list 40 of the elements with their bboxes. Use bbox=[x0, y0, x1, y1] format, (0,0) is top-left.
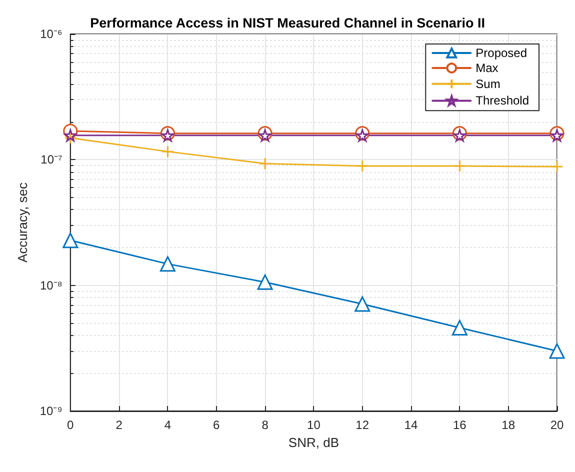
point bbox=[258, 157, 272, 170]
x-tick-label: 10 bbox=[307, 418, 321, 432]
point bbox=[356, 160, 369, 172]
point bbox=[160, 256, 176, 272]
x-tick-label: 2 bbox=[116, 418, 123, 432]
point bbox=[453, 160, 466, 172]
point bbox=[356, 129, 369, 142]
point bbox=[550, 160, 564, 173]
legend-label: Proposed bbox=[476, 46, 528, 60]
x-tick-label: 20 bbox=[550, 418, 564, 432]
point bbox=[453, 129, 466, 142]
point bbox=[452, 320, 468, 336]
legend-label: Sum bbox=[476, 76, 500, 91]
x-tick-label: 18 bbox=[502, 418, 516, 432]
x-axis-title: SNR, dB bbox=[288, 434, 339, 450]
point bbox=[550, 129, 564, 142]
y-axis-title: Accuracy, sec bbox=[15, 182, 30, 262]
x-tick-label: 12 bbox=[356, 418, 370, 432]
point bbox=[549, 343, 565, 359]
y-tick-label: 10⁻⁸ bbox=[40, 278, 62, 292]
point bbox=[161, 129, 174, 142]
point bbox=[258, 129, 272, 142]
x-tick-label: 6 bbox=[213, 418, 220, 432]
y-tick-label: 10⁻⁹ bbox=[40, 404, 62, 418]
point bbox=[161, 145, 174, 158]
legend-label: Max bbox=[476, 61, 498, 75]
y-tick-label: 10⁻⁷ bbox=[40, 152, 62, 167]
x-tick-label: 14 bbox=[404, 418, 418, 432]
point bbox=[62, 232, 78, 248]
chart-title: Performance Access in NIST Measured Channel in Scenario II bbox=[90, 16, 485, 30]
y-tick-label: 10⁻⁶ bbox=[40, 27, 62, 41]
point bbox=[354, 296, 370, 312]
x-tick-label: 0 bbox=[67, 418, 74, 432]
x-tick-label: 4 bbox=[164, 418, 172, 432]
x-tick-label: 8 bbox=[262, 418, 269, 432]
x-tick-label: 16 bbox=[453, 418, 467, 432]
point bbox=[64, 129, 77, 142]
point bbox=[257, 274, 273, 290]
legend-label: Threshold bbox=[476, 94, 530, 108]
point bbox=[64, 132, 77, 144]
